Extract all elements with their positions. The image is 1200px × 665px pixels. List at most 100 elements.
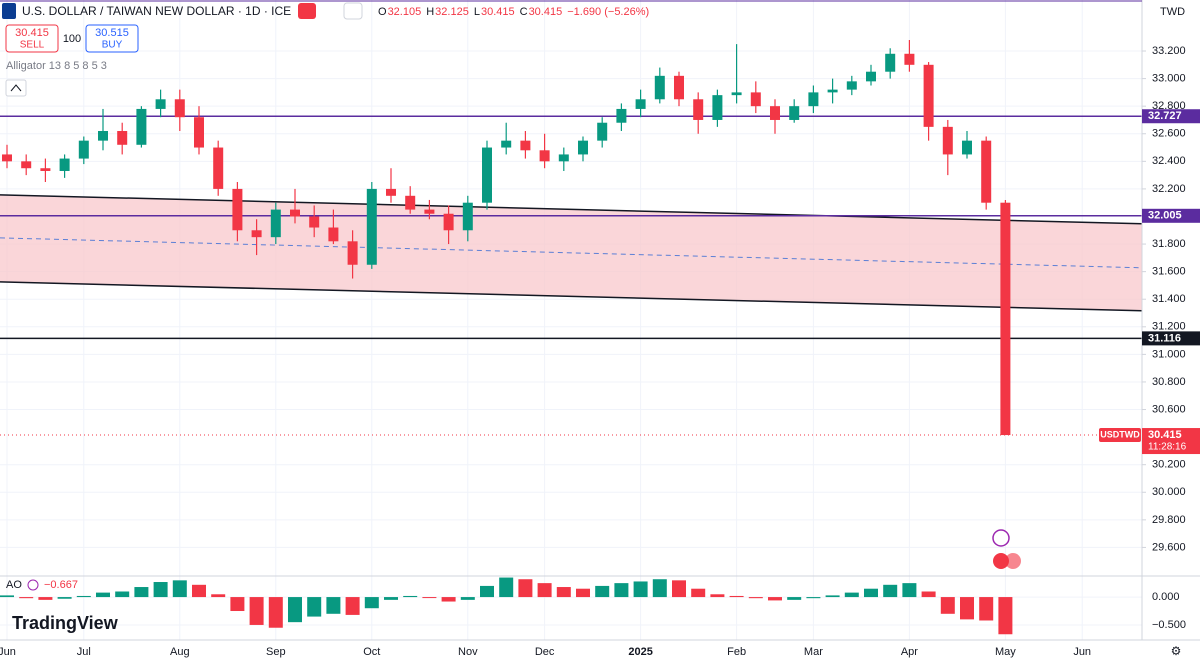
logo: TradingView bbox=[12, 613, 119, 633]
ohlc-value: 30.415 bbox=[481, 6, 515, 18]
candle-body bbox=[808, 92, 819, 107]
overlay: U.S. DOLLAR / TAIWAN NEW DOLLAR · 1D · I… bbox=[2, 2, 1185, 658]
buy-button[interactable] bbox=[85, 24, 139, 53]
ao-bar bbox=[172, 580, 187, 598]
y-tick-label: 30.000 bbox=[1152, 486, 1186, 498]
candle-body bbox=[290, 209, 300, 217]
ohlc-value: 32.105 bbox=[388, 6, 422, 18]
candle-body bbox=[750, 92, 761, 107]
y-tick-label: 32.200 bbox=[1152, 183, 1186, 195]
candle-body bbox=[520, 140, 531, 151]
y-tick-label: 30.200 bbox=[1152, 459, 1186, 471]
symbol-label-bg bbox=[1099, 428, 1141, 443]
symbol-label: USDTWD bbox=[1100, 429, 1140, 439]
candle-body bbox=[981, 140, 992, 203]
collapse-button[interactable] bbox=[5, 79, 27, 97]
candle-body bbox=[194, 117, 204, 148]
candle-body bbox=[232, 188, 243, 231]
candle-body bbox=[462, 202, 473, 231]
compare-button[interactable] bbox=[343, 2, 363, 20]
candle-body bbox=[942, 126, 953, 155]
y-tick-label: 33.000 bbox=[1152, 73, 1186, 85]
ao-bar bbox=[729, 595, 744, 598]
candle-body bbox=[501, 140, 512, 148]
candle-body bbox=[846, 81, 857, 90]
candle-body bbox=[789, 106, 800, 120]
ao-bar bbox=[748, 597, 763, 599]
ao-bar bbox=[595, 585, 610, 598]
event-flag[interactable] bbox=[1005, 553, 1021, 569]
ao-bar bbox=[230, 597, 245, 612]
ao-bar bbox=[652, 579, 667, 598]
channel-lower bbox=[0, 281, 1143, 312]
price-label-bg bbox=[1142, 331, 1200, 346]
candle-body bbox=[270, 209, 281, 238]
ohlc-change: −1.690 (−5.26%) bbox=[567, 6, 649, 18]
candle-body bbox=[1000, 202, 1011, 436]
ao-bar bbox=[384, 597, 398, 600]
sell-button[interactable] bbox=[5, 24, 59, 53]
ao-bar bbox=[768, 597, 782, 601]
ohlc-value: 30.415 bbox=[529, 6, 563, 18]
candle-body bbox=[731, 92, 742, 96]
ao-bar bbox=[57, 597, 72, 599]
ao-value: −0.667 bbox=[44, 579, 78, 591]
indicator-label: Alligator 13 8 5 8 5 3 bbox=[6, 60, 107, 72]
candle-body bbox=[885, 53, 896, 72]
ao-bar bbox=[480, 585, 494, 598]
ao-bar bbox=[864, 588, 878, 598]
candle-body bbox=[443, 213, 454, 231]
price-label-bg bbox=[1142, 109, 1200, 124]
y-tick-label: 30.600 bbox=[1152, 403, 1186, 415]
candle-body bbox=[616, 108, 627, 123]
ao-bar bbox=[691, 588, 706, 598]
candle-body bbox=[59, 158, 70, 171]
currency: TWD bbox=[1160, 6, 1185, 18]
ao-bar bbox=[460, 597, 475, 600]
candle-body bbox=[654, 75, 665, 100]
candle-body bbox=[712, 95, 723, 120]
candle-body bbox=[827, 89, 838, 93]
ohlc-value: 32.125 bbox=[435, 6, 469, 18]
candle-body bbox=[923, 64, 934, 127]
event-icon[interactable] bbox=[992, 529, 1010, 547]
ao-bar bbox=[249, 597, 264, 625]
ao-bar bbox=[345, 597, 360, 615]
y-tick-label: 29.800 bbox=[1152, 514, 1186, 526]
candle-body bbox=[136, 108, 147, 145]
ao-bar bbox=[710, 594, 725, 598]
ao-icon bbox=[27, 579, 39, 591]
candle-body bbox=[117, 130, 128, 145]
candle-body bbox=[962, 140, 972, 155]
event-flag[interactable] bbox=[993, 553, 1009, 569]
ao-bar bbox=[921, 591, 936, 598]
candle-body bbox=[693, 99, 704, 120]
ao-bar bbox=[576, 588, 590, 598]
ao-bar bbox=[518, 579, 533, 598]
candle-body bbox=[155, 99, 166, 109]
ao-bar bbox=[825, 595, 840, 598]
ao-bar bbox=[115, 591, 130, 598]
x-tick-label: Mar bbox=[804, 646, 823, 658]
settings-icon[interactable]: ⚙ bbox=[1171, 644, 1182, 658]
flag-button[interactable] bbox=[298, 3, 316, 19]
ao-bar bbox=[979, 597, 994, 621]
y-tick-label: 32.800 bbox=[1152, 100, 1186, 112]
candle-body bbox=[770, 106, 780, 120]
x-tick-label: May bbox=[995, 646, 1016, 658]
candle-body bbox=[213, 147, 224, 189]
x-tick-label: Jul bbox=[77, 646, 91, 658]
ohlc-key: H bbox=[426, 6, 434, 18]
ao-bar bbox=[844, 592, 859, 598]
candle-body bbox=[578, 140, 588, 155]
ao-bar bbox=[76, 595, 91, 598]
ao-tick-label: −0.500 bbox=[1152, 619, 1186, 631]
ao-bar bbox=[537, 583, 552, 598]
ao-bar bbox=[556, 587, 571, 598]
x-tick-label: Apr bbox=[901, 646, 918, 658]
sell-label: SELL bbox=[20, 40, 45, 51]
candle-body bbox=[424, 209, 435, 214]
candle-body bbox=[904, 53, 915, 65]
ao-bar bbox=[998, 597, 1013, 635]
